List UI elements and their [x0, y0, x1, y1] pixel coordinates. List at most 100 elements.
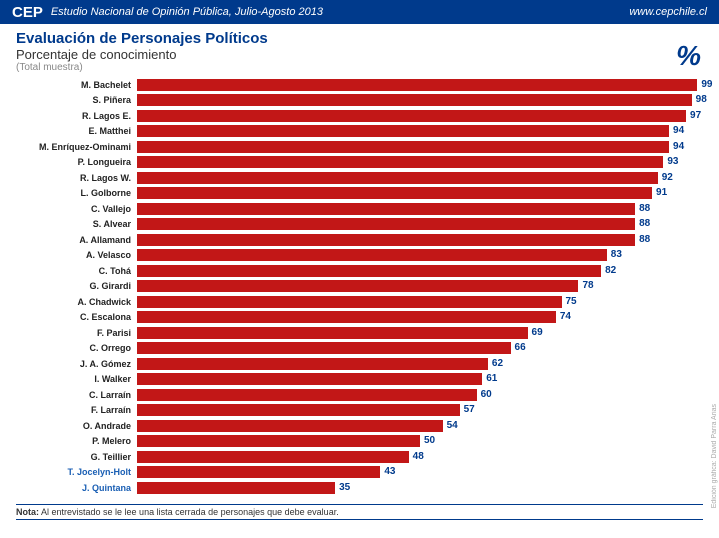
- bar-value: 48: [409, 451, 424, 463]
- bar-row: S. Alvear 88: [16, 217, 703, 233]
- bar-area: 48: [137, 451, 703, 463]
- site-url: www.cepchile.cl: [629, 6, 707, 18]
- bar-row: C. Tohá82: [16, 263, 703, 279]
- bar-label: J. A. Gómez: [16, 359, 137, 369]
- bar-label: C. Escalona: [16, 312, 137, 322]
- bar-value: 74: [556, 311, 571, 323]
- bar-area: 91: [137, 187, 703, 199]
- bar-row: G. Teillier48: [16, 449, 703, 465]
- bar-area: 60: [137, 389, 703, 401]
- bar-label: C. Orrego: [16, 343, 137, 353]
- note-text: Al entrevistado se le lee una lista cerr…: [39, 507, 339, 517]
- bar-row: G. Girardi 78: [16, 279, 703, 295]
- bar-label: L. Golborne: [16, 188, 137, 198]
- bar-fill: [137, 358, 488, 370]
- bar-value: 83: [607, 249, 622, 261]
- bar-fill: [137, 342, 511, 354]
- bar-value: 78: [578, 280, 593, 292]
- bar-row: C. Escalona 74: [16, 310, 703, 326]
- percent-symbol: %: [676, 40, 701, 72]
- footnote: Nota: Al entrevistado se le lee una list…: [16, 504, 703, 520]
- bar-value: 94: [669, 125, 684, 137]
- bar-row: L. Golborne91: [16, 186, 703, 202]
- bar-fill: [137, 172, 658, 184]
- bar-chart: M. Bachelet99S. Piñera98R. Lagos E.97E. …: [16, 77, 703, 496]
- bar-fill: [137, 141, 669, 153]
- bar-value: 88: [635, 234, 650, 246]
- chart-subsubtitle: (Total muestra): [16, 62, 703, 73]
- bar-fill: [137, 125, 669, 137]
- bar-fill: [137, 435, 420, 447]
- bar-fill: [137, 156, 663, 168]
- bar-fill: [137, 373, 482, 385]
- bar-fill: [137, 327, 528, 339]
- bar-area: 57: [137, 404, 703, 416]
- bar-area: 75: [137, 296, 703, 308]
- bar-area: 83: [137, 249, 703, 261]
- bar-row: M. Bachelet99: [16, 77, 703, 93]
- bar-label: R. Lagos W.: [16, 173, 137, 183]
- bar-area: 78: [137, 280, 703, 292]
- bar-label: J. Quintana: [16, 483, 137, 493]
- bar-fill: [137, 280, 578, 292]
- bar-row: A. Chadwick75: [16, 294, 703, 310]
- bar-row: A. Velasco83: [16, 248, 703, 264]
- bar-value: 69: [528, 327, 543, 339]
- bar-area: 61: [137, 373, 703, 385]
- bar-fill: [137, 404, 460, 416]
- bar-label: P. Longueira: [16, 157, 137, 167]
- bar-value: 62: [488, 358, 503, 370]
- bar-value: 50: [420, 435, 435, 447]
- bar-value: 98: [692, 94, 707, 106]
- bar-area: 97: [137, 110, 703, 122]
- bar-label: C. Larraín: [16, 390, 137, 400]
- bar-area: 99: [137, 79, 703, 91]
- bar-area: 62: [137, 358, 703, 370]
- bar-area: 93: [137, 156, 703, 168]
- bar-area: 43: [137, 466, 703, 478]
- bar-label: P. Melero: [16, 436, 137, 446]
- bar-fill: [137, 203, 635, 215]
- bar-fill: [137, 187, 652, 199]
- bar-label: M. Enríquez-Ominami: [16, 142, 137, 152]
- bar-row: I. Walker61: [16, 372, 703, 388]
- bar-fill: [137, 249, 607, 261]
- bar-area: 35: [137, 482, 703, 494]
- bar-area: 66: [137, 342, 703, 354]
- study-title: Estudio Nacional de Opinión Pública, Jul…: [51, 6, 323, 18]
- bar-row: O. Andrade54: [16, 418, 703, 434]
- content-area: Evaluación de Personajes Políticos Porce…: [0, 24, 719, 520]
- bar-row: J. Quintana 35: [16, 480, 703, 496]
- bar-label: M. Bachelet: [16, 80, 137, 90]
- bar-fill: [137, 389, 477, 401]
- bar-value: 60: [477, 389, 492, 401]
- bar-label: S. Piñera: [16, 95, 137, 105]
- bar-value: 66: [511, 342, 526, 354]
- bar-label: T. Jocelyn-Holt: [16, 467, 137, 477]
- bar-fill: [137, 451, 409, 463]
- bar-label: R. Lagos E.: [16, 111, 137, 121]
- bar-value: 99: [697, 79, 712, 91]
- bar-label: F. Parisi: [16, 328, 137, 338]
- bar-area: 82: [137, 265, 703, 277]
- bar-fill: [137, 311, 556, 323]
- bar-value: 88: [635, 218, 650, 230]
- chart-subtitle: Porcentaje de conocimiento: [16, 47, 703, 62]
- chart-title: Evaluación de Personajes Políticos: [16, 30, 703, 47]
- bar-row: E. Matthei94: [16, 124, 703, 140]
- bar-fill: [137, 466, 380, 478]
- bar-label: S. Alvear: [16, 219, 137, 229]
- bar-area: 94: [137, 141, 703, 153]
- bar-row: P. Longueira93: [16, 155, 703, 171]
- bar-fill: [137, 296, 562, 308]
- bar-label: G. Girardi: [16, 281, 137, 291]
- bar-row: P. Melero 50: [16, 434, 703, 450]
- bar-row: F. Parisi 69: [16, 325, 703, 341]
- bar-row: S. Piñera98: [16, 93, 703, 109]
- bar-value: 35: [335, 482, 350, 494]
- bar-fill: [137, 420, 443, 432]
- bar-value: 75: [562, 296, 577, 308]
- bar-fill: [137, 218, 635, 230]
- bar-label: O. Andrade: [16, 421, 137, 431]
- bar-row: F. Larraín57: [16, 403, 703, 419]
